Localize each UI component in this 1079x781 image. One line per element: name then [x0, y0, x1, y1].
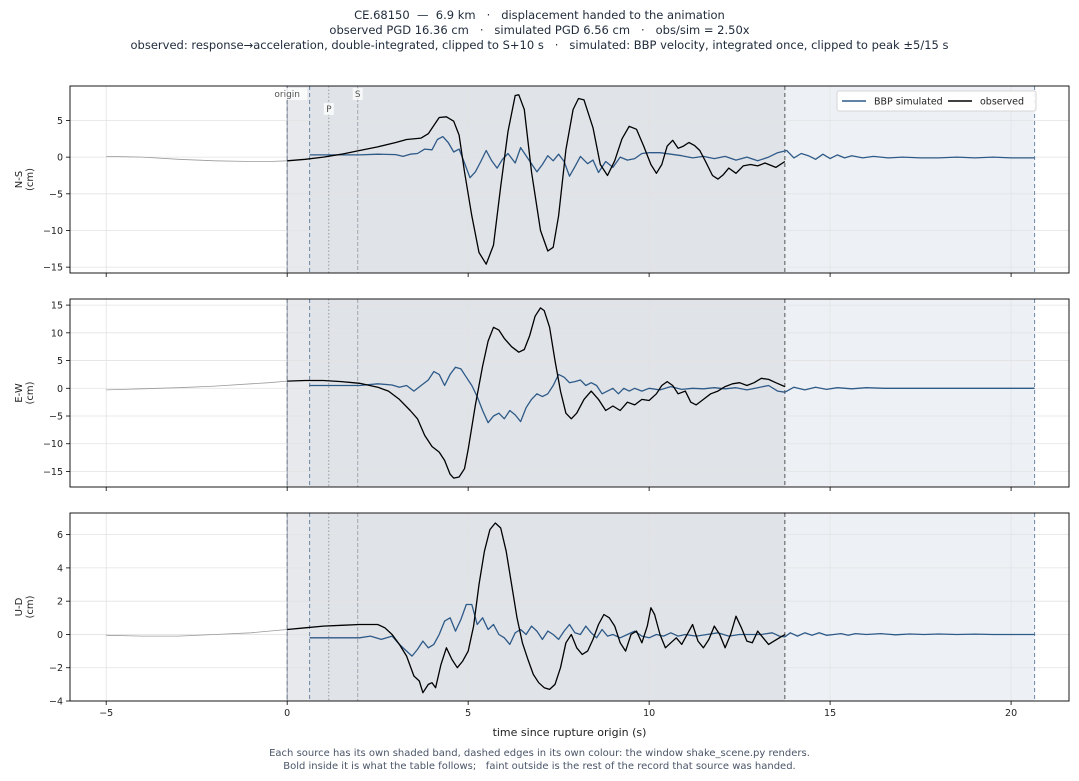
y-tick-label: −2: [49, 663, 63, 674]
y-tick-label: −10: [43, 439, 63, 450]
y-axis-label: U-D(cm): [14, 595, 36, 618]
observed-trace: [287, 307, 786, 479]
trace-group: [106, 94, 1035, 265]
observed-trace: [287, 94, 786, 265]
y-tick-label: −15: [43, 467, 63, 478]
p-arrival-label: P: [326, 105, 332, 115]
panel-3: −4 −2 0 2 4 6 −5 0 5 10 15 20 U-D(cm): [14, 512, 1070, 719]
caption-line-2: Bold inside it is what the table follows…: [283, 760, 796, 772]
y-axis-label-line: (cm): [25, 381, 36, 404]
observed-window-band: [287, 86, 785, 273]
y-tick-label: 5: [57, 116, 63, 127]
y-tick-label: 10: [51, 328, 63, 339]
y-tick-label: 15: [51, 301, 63, 312]
observed-trace-faint: [106, 156, 288, 162]
p-arrival-label-bg: [323, 103, 334, 115]
observed-window-band: [287, 513, 785, 701]
panel-2: −15 −10 −5 0 5 10 15 E-W(cm): [14, 298, 1070, 491]
observed-trace-faint: [106, 380, 288, 391]
y-tick-label: 0: [57, 153, 63, 164]
y-axis-label-line: (cm): [25, 168, 36, 191]
trace-group: [106, 307, 1035, 479]
y-tick-label: −10: [43, 226, 63, 237]
s-arrival-label-bg: [352, 88, 363, 100]
simulated-trace: [309, 603, 1035, 657]
x-axis-label: time since rupture origin (s): [493, 726, 647, 739]
y-axis-label-line: E-W: [14, 383, 25, 403]
y-axis-label: N-S(cm): [14, 168, 36, 191]
y-axis-label-line: U-D: [14, 597, 25, 616]
simulated-trace: [309, 366, 1035, 424]
x-tick-label: 20: [1005, 708, 1017, 719]
origin-label-bg: [267, 88, 308, 100]
s-arrival-label: S: [355, 90, 361, 100]
x-tick-label: 10: [643, 708, 655, 719]
y-tick-label: 2: [57, 597, 63, 608]
y-tick-label: 4: [57, 563, 63, 574]
y-tick-label: −15: [43, 263, 63, 274]
observed-window-band: [287, 299, 785, 487]
y-tick-label: −5: [49, 412, 63, 423]
panel-1: −15 −10 −5 0 5 N-S(cm) origin P S BBP simulated ob…: [14, 85, 1070, 277]
title-line-1: CE.68150 — 6.9 km · displacement handed …: [354, 8, 725, 22]
figure-caption: Each source has its own shaded band, das…: [0, 748, 1079, 773]
legend-label: observed: [980, 97, 1024, 108]
legend-label: BBP simulated: [874, 97, 943, 108]
y-tick-label: 0: [57, 384, 63, 395]
y-axis-label: E-W(cm): [14, 381, 36, 404]
panel-frame: [69, 298, 1070, 488]
x-tick-label: 0: [284, 708, 290, 719]
panel-frame: [69, 512, 1070, 702]
observed-trace: [287, 522, 786, 694]
y-axis-label-line: (cm): [25, 595, 36, 618]
x-tick-label: 15: [824, 708, 836, 719]
title-line-3: observed: response→acceleration, double-…: [130, 38, 949, 52]
observed-trace-faint: [106, 629, 288, 637]
x-tick-label: 5: [465, 708, 471, 719]
y-tick-label: −5: [49, 189, 63, 200]
caption-line-1: Each source has its own shaded band, das…: [269, 748, 810, 759]
y-axis-label-line: N-S: [14, 171, 25, 188]
y-tick-label: 5: [57, 356, 63, 367]
y-tick-label: 6: [57, 530, 63, 541]
title-line-2: observed PGD 16.36 cm · simulated PGD 6.…: [329, 23, 750, 37]
chart-title: CE.68150 — 6.9 km · displacement handed …: [0, 8, 1079, 53]
simulated-trace: [309, 135, 1035, 179]
trace-group: [106, 522, 1035, 694]
panel-frame: [69, 85, 1070, 274]
y-tick-label: 0: [57, 630, 63, 641]
y-tick-label: −4: [49, 697, 63, 708]
origin-label: origin: [274, 90, 300, 100]
legend-box: [836, 90, 1037, 112]
x-tick-label: −5: [99, 708, 113, 719]
